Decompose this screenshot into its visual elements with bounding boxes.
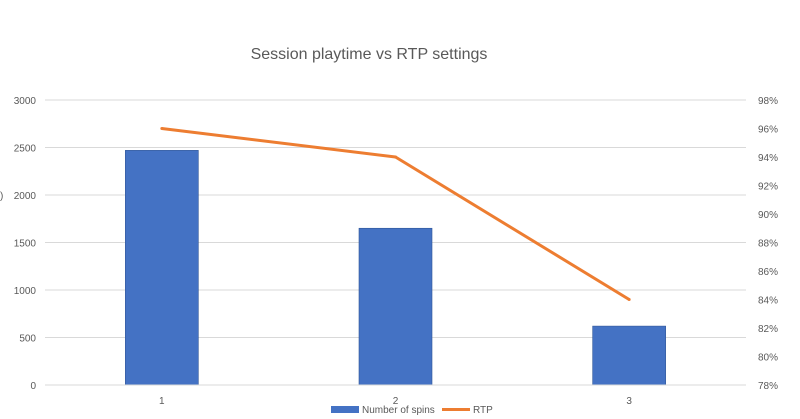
y-left-tick-label: 3000 (14, 96, 37, 107)
x-tick-label: 3 (626, 396, 632, 407)
legend-label: Number of spins (362, 405, 435, 416)
y-left-axis-label: ) (0, 191, 3, 202)
y-right-tick-label: 92% (758, 182, 778, 193)
bar (358, 227, 433, 386)
legend-swatch-bar (331, 406, 359, 413)
rtp-point (160, 127, 164, 130)
y-left-axis: 0 500 1000 1500 2000 2500 3000 (14, 96, 37, 392)
y-right-tick-label: 84% (758, 296, 778, 307)
legend-label: RTP (473, 405, 493, 416)
x-tick-label: 2 (393, 396, 399, 407)
y-right-tick-label: 98% (758, 96, 778, 107)
y-right-tick-label: 88% (758, 239, 778, 250)
y-right-tick-label: 80% (758, 353, 778, 364)
y-right-tick-label: 94% (758, 153, 778, 164)
x-axis: 1 2 3 (159, 396, 632, 407)
y-right-tick-label: 82% (758, 324, 778, 335)
rtp-point (627, 298, 631, 301)
y-left-tick-label: 1000 (14, 286, 37, 297)
y-left-tick-label: 2000 (14, 191, 37, 202)
y-right-tick-label: 78% (758, 381, 778, 392)
y-right-tick-label: 96% (758, 125, 778, 136)
y-left-tick-label: 1500 (14, 239, 37, 250)
bar-series (125, 150, 666, 386)
bar (592, 325, 666, 386)
x-tick-label: 1 (159, 396, 165, 407)
y-right-tick-label: 86% (758, 267, 778, 278)
line-series (160, 127, 631, 301)
legend: Number of spins RTP (331, 405, 493, 416)
y-right-axis: 78% 80% 82% 84% 86% 88% 90% 92% 94% 96% 98% (758, 96, 778, 392)
y-left-tick-label: 0 (30, 381, 36, 392)
bar (125, 150, 199, 386)
chart-title: Session playtime vs RTP settings (251, 46, 488, 63)
y-right-tick-label: 90% (758, 210, 778, 221)
y-left-tick-label: 500 (19, 334, 36, 345)
rtp-point (394, 155, 397, 159)
y-left-tick-label: 2500 (14, 144, 37, 155)
